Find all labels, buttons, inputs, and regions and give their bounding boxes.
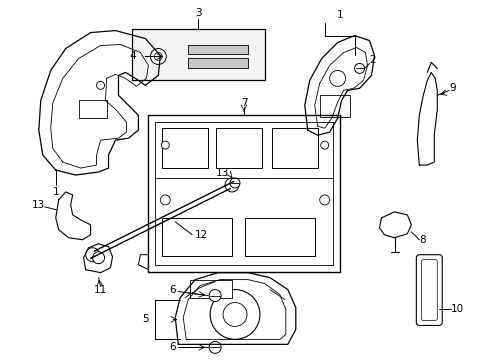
- Text: 1: 1: [52, 187, 59, 197]
- Circle shape: [319, 195, 329, 205]
- Text: 13: 13: [215, 168, 228, 178]
- Bar: [319, 95, 349, 117]
- Bar: [271, 128, 317, 168]
- Text: 6: 6: [169, 342, 175, 352]
- Bar: [244, 218, 314, 256]
- Circle shape: [229, 178, 240, 188]
- Bar: [79, 100, 106, 118]
- Circle shape: [354, 63, 364, 73]
- Circle shape: [154, 53, 162, 60]
- Circle shape: [209, 341, 221, 353]
- Circle shape: [210, 289, 260, 339]
- Text: 3: 3: [195, 8, 201, 18]
- Circle shape: [224, 178, 239, 192]
- Circle shape: [320, 141, 328, 149]
- Bar: [162, 128, 208, 168]
- Circle shape: [329, 71, 345, 86]
- Circle shape: [209, 289, 221, 302]
- Circle shape: [96, 81, 104, 89]
- Text: 8: 8: [419, 235, 425, 245]
- Circle shape: [161, 141, 169, 149]
- Text: 6: 6: [169, 284, 175, 294]
- Bar: [188, 45, 247, 54]
- Text: 10: 10: [450, 305, 464, 315]
- Text: 4: 4: [129, 51, 136, 62]
- Circle shape: [85, 248, 100, 262]
- Text: 5: 5: [142, 314, 148, 324]
- Text: 9: 9: [448, 84, 455, 93]
- Text: 1: 1: [336, 10, 342, 20]
- Text: 12: 12: [195, 230, 208, 240]
- Bar: [162, 218, 232, 256]
- Circle shape: [150, 49, 166, 64]
- Text: 2: 2: [369, 55, 375, 66]
- Bar: [190, 280, 232, 298]
- FancyBboxPatch shape: [421, 260, 436, 320]
- Text: 7: 7: [240, 98, 247, 108]
- Bar: [216, 128, 262, 168]
- Bar: [132, 28, 264, 80]
- FancyBboxPatch shape: [415, 255, 441, 325]
- Circle shape: [223, 302, 246, 327]
- Bar: [188, 58, 247, 68]
- Circle shape: [92, 252, 104, 264]
- Text: 13: 13: [31, 200, 45, 210]
- Text: 11: 11: [94, 284, 107, 294]
- Circle shape: [160, 195, 170, 205]
